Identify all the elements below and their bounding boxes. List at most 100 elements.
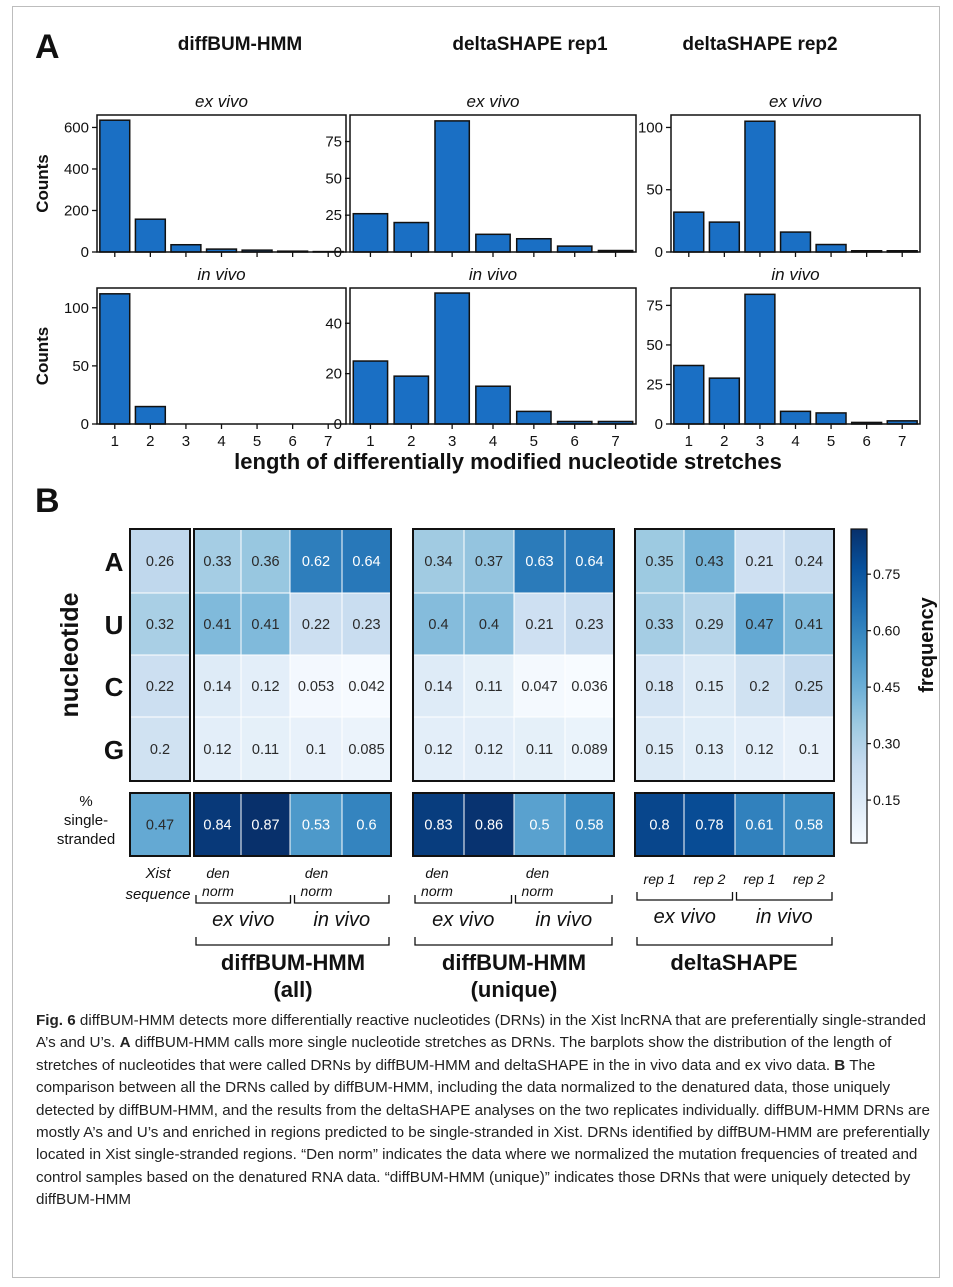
heatmap-y-label: nucleotide [56,592,84,717]
sub-label: rep 1 [744,871,776,887]
colorbar-tick-label: 0.15 [873,792,900,808]
heatmap-cell [683,716,736,782]
heatmap-cell-value: 0.43 [695,554,723,570]
bar [170,243,202,253]
sub-label: den [206,865,230,881]
sub-label: den [425,865,449,881]
x-tick-label: 3 [448,433,456,450]
x-tick-label: 7 [611,433,619,450]
heatmap-cell-value: 0.26 [146,554,174,570]
heatmap-cell-value: 0.089 [571,742,607,758]
heatmap-cell-value: 0.87 [251,818,279,834]
heatmap-cell [564,792,615,857]
heatmap-cell-value: 0.047 [521,679,557,695]
heatmap-cell [683,654,736,718]
subplot-subtitle: in vivo [469,265,517,284]
heatmap-cell [564,716,615,782]
y-tick-label: 50 [72,358,89,375]
row-label: G [104,735,124,765]
subplot-subtitle: in vivo [197,265,245,284]
colorbar-tick-label: 0.75 [873,566,900,582]
x-tick-label: 7 [324,433,332,450]
bar [556,245,593,253]
bar [815,412,847,425]
y-tick-label: 25 [325,207,342,224]
heatmap-cell-value: 0.41 [795,617,823,633]
x-tick-label: 6 [862,433,870,450]
heatmap-cell [289,792,343,857]
y-tick-label: 200 [64,202,89,219]
heatmap-cell [734,592,785,656]
heatmap-cell-value: 0.62 [302,554,330,570]
y-tick-label: 0 [655,416,663,433]
heatmap-cell-value: 0.29 [695,617,723,633]
y-tick-label: 0 [81,244,89,261]
group-bracket [195,937,390,946]
heatmap-cell [783,716,835,782]
row-label: C [105,672,124,702]
x-tick-label: 1 [366,433,374,450]
bar [779,231,812,253]
sub-label: norm [202,883,234,899]
heatmap-cell-value: 0.41 [251,617,279,633]
heatmap-cell-value: 0.58 [795,818,823,834]
condition-label: in vivo [756,906,813,928]
y-tick-label: 0 [81,416,89,433]
heatmap-cell-value: 0.41 [203,617,231,633]
caption-panel-b-label: B [834,1056,846,1074]
ss-row-label: single- [64,812,108,829]
figure-frame [12,6,940,1278]
heatmap-cell-value: 0.83 [424,818,452,834]
heatmap-cell-value: 0.1 [306,742,326,758]
condition-bracket [636,892,734,901]
x-tick-label: 1 [111,433,119,450]
x-tick-label: 2 [146,433,154,450]
condition-bracket [293,895,390,904]
x-tick-label: 4 [791,433,799,450]
heatmap-cell-value: 0.35 [645,554,673,570]
bar [352,212,389,253]
heatmap-ss-frame [634,792,835,857]
heatmap-cell-value: 0.36 [251,554,279,570]
bar [779,410,812,425]
heatmap-cell-value: 0.12 [203,742,231,758]
y-tick-label: 50 [325,170,342,187]
row-label: A [105,547,124,577]
heatmap-cell [129,528,191,594]
x-tick-label: 4 [489,433,497,450]
heatmap-cell-value: 0.25 [795,679,823,695]
heatmap-cell [634,528,685,594]
column-title: diffBUM-HMM [178,34,303,55]
heatmap-cell [289,592,343,656]
y-tick-label: 0 [334,416,342,433]
heatmap-cell-value: 0.036 [571,679,607,695]
heatmap-cell-value: 0.34 [424,554,452,570]
xist-label: sequence [125,886,190,903]
bar [134,405,167,425]
sub-label: rep 1 [644,871,676,887]
axes-frame [349,114,637,253]
heatmap-group-frame [129,528,191,782]
ss-row-label: % [79,793,92,810]
heatmap-cell-value: 0.4 [479,617,499,633]
bar [475,233,511,253]
bar [708,377,741,425]
heatmap-cell-value: 0.64 [575,554,603,570]
y-axis-label: Counts [33,327,52,386]
heatmap-cell-value: 0.86 [475,818,503,834]
heatmap-cell-value: 0.78 [695,818,723,834]
caption-text-2: diffBUM-HMM calls more single nucleotide… [36,1034,892,1074]
heatmap-cell [341,716,392,782]
heatmap-cell-value: 0.23 [575,617,603,633]
heatmap-ss-frame [129,792,191,857]
heatmap-cell [783,792,835,857]
heatmap-cell [683,592,736,656]
bar [708,221,741,253]
heatmap-cell-value: 0.33 [203,554,231,570]
sub-label: norm [421,883,453,899]
x-axis-label: length of differentially modified nucleo… [234,449,782,474]
condition-label: ex vivo [432,909,494,931]
heatmap-cell-value: 0.2 [749,679,769,695]
heatmap-cell-value: 0.47 [146,818,174,834]
heatmap-cell-value: 0.6 [356,818,376,834]
